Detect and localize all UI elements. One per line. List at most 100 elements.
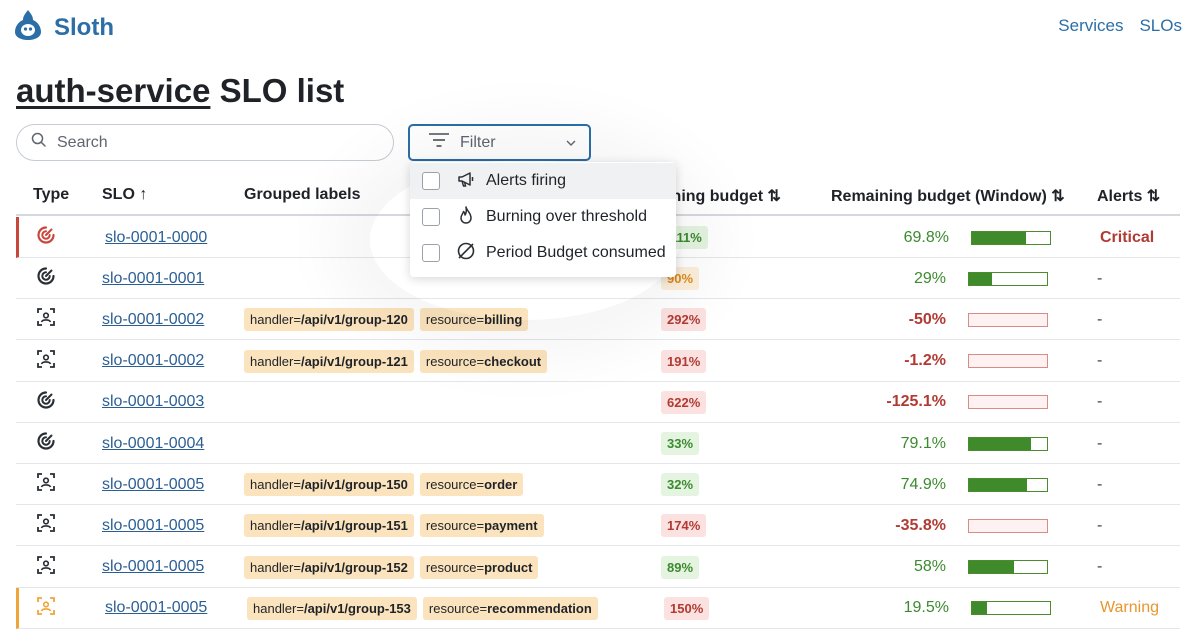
alert-status: -	[1097, 475, 1103, 493]
grouped-labels-cell: handler=/api/v1/group-121 resource=checko…	[244, 341, 548, 382]
table-row[interactable]: slo-0001-0002 handler=/api/v1/group-121 re…	[16, 341, 1180, 382]
search-input[interactable]	[57, 133, 357, 152]
table-row[interactable]: slo-0001-0003 622% -125.1% -	[16, 382, 1180, 423]
burning-budget-badge: 150%	[664, 596, 710, 620]
grouped-label-tag: handler=/api/v1/group-120	[244, 308, 414, 332]
header-slo-sort[interactable]: SLO ↑	[102, 186, 148, 203]
table-row[interactable]: slo-0001-0005 handler=/api/v1/group-151 re…	[16, 505, 1180, 547]
alert-status: Warning	[1100, 599, 1159, 617]
burning-threshold-checkbox[interactable]	[422, 208, 440, 226]
label-value: product	[484, 559, 533, 575]
brand[interactable]: Sloth	[14, 9, 114, 46]
scan-icon	[36, 513, 56, 538]
remaining-budget-fill	[969, 272, 992, 285]
alert-status: -	[1097, 558, 1103, 576]
table-row[interactable]: slo-0001-0002 handler=/api/v1/group-120 re…	[16, 299, 1180, 341]
grouped-labels-cell: handler=/api/v1/group-153 resource=recomm…	[247, 588, 598, 629]
table-row[interactable]: slo-0001-0004 33% 79.1% -	[16, 423, 1180, 464]
slo-cell: slo-0001-0000	[105, 217, 207, 258]
label-value: /api/v1/group-121	[300, 353, 408, 369]
label-key: handler=	[250, 559, 301, 575]
table-row[interactable]: slo-0001-0005 handler=/api/v1/group-150 re…	[16, 464, 1180, 506]
slo-link[interactable]: slo-0001-0000	[105, 228, 208, 246]
table-row[interactable]: slo-0001-0005 handler=/api/v1/group-153 re…	[16, 587, 1180, 629]
slo-link[interactable]: slo-0001-0001	[102, 269, 205, 287]
table-row[interactable]: slo-0001-0005 handler=/api/v1/group-152 re…	[16, 547, 1180, 588]
header-remaining-budget-sort[interactable]: Remaining budget (Window) ⇅	[831, 188, 1065, 205]
filter-select[interactable]: Filter	[408, 124, 591, 161]
burning-budget-cell: 89%	[661, 547, 700, 588]
search-box[interactable]	[16, 124, 394, 161]
gauge-icon	[36, 390, 56, 415]
gauge-icon	[36, 225, 56, 250]
burning-budget-badge: 174%	[661, 514, 707, 538]
header-burning-budget-sort[interactable]: Burning budget ⇅	[644, 188, 781, 205]
burning-budget-badge: 292%	[661, 308, 707, 332]
burning-budget-cell: 174%	[661, 505, 707, 546]
type-cell	[36, 217, 56, 258]
slo-link[interactable]: slo-0001-0002	[102, 310, 205, 328]
label-value: payment	[484, 518, 538, 534]
label-key: handler=	[250, 477, 301, 493]
type-cell	[36, 258, 56, 299]
remaining-budget-bar	[968, 477, 1048, 492]
label-value: /api/v1/group-151	[300, 518, 408, 534]
label-value: checkout	[484, 353, 542, 369]
grouped-label-tag: resource=payment	[419, 514, 544, 538]
nav-services-link[interactable]: Services	[1058, 16, 1124, 35]
filter-option-alerts-firing[interactable]: Alerts firing	[410, 163, 676, 199]
burning-budget-badge: 89%	[661, 555, 700, 579]
burning-budget-badge: 622%	[661, 390, 707, 414]
table-row[interactable]: slo-0001-0001 90% 29% -	[16, 258, 1180, 300]
remaining-budget-value: 74.9%	[900, 475, 946, 493]
sloth-logo-icon	[14, 9, 42, 46]
alert-status: -	[1097, 310, 1103, 328]
remaining-budget-fill	[972, 602, 988, 615]
empty-set-icon	[456, 241, 476, 266]
service-name-link[interactable]: auth-service	[16, 72, 211, 109]
filter-lines-icon	[428, 131, 450, 154]
header-type: Type	[33, 186, 70, 203]
remaining-budget-value: -50%	[908, 310, 946, 328]
slo-cell: slo-0001-0005	[102, 464, 204, 505]
type-cell	[36, 588, 56, 629]
search-icon	[31, 132, 47, 153]
grouped-label-tag: handler=/api/v1/group-151	[244, 514, 414, 538]
label-key: resource=	[425, 312, 485, 328]
slo-link[interactable]: slo-0001-0005	[105, 599, 208, 617]
budget-bar-cell	[968, 423, 1048, 464]
slo-link[interactable]: slo-0001-0005	[102, 475, 205, 493]
alerts-firing-checkbox[interactable]	[422, 172, 440, 190]
remaining-budget-fill	[969, 478, 1028, 491]
scan-icon	[36, 349, 56, 374]
label-value: /api/v1/group-120	[300, 312, 408, 328]
header-alerts-sort[interactable]: Alerts ⇅	[1097, 188, 1161, 205]
label-value: /api/v1/group-153	[303, 600, 411, 616]
slo-link[interactable]: slo-0001-0003	[102, 393, 205, 411]
type-cell	[36, 423, 56, 464]
budget-bar-cell	[968, 299, 1048, 340]
nav-slos-link[interactable]: SLOs	[1139, 16, 1182, 35]
remaining-budget-value: 29%	[913, 269, 946, 287]
type-cell	[36, 464, 56, 505]
grouped-labels-cell: handler=/api/v1/group-151 resource=paymen…	[244, 505, 544, 546]
filter-option-burning-over-threshold[interactable]: Burning over threshold	[410, 199, 676, 235]
burning-budget-cell: 32%	[661, 464, 700, 505]
slo-link[interactable]: slo-0001-0005	[102, 516, 205, 534]
budget-bar-cell	[971, 588, 1051, 629]
label-value: /api/v1/group-152	[300, 559, 408, 575]
filter-option-period-budget-consumed[interactable]: Period Budget consumed	[410, 235, 676, 271]
option-label: Period Budget consumed	[486, 244, 666, 261]
scan-icon	[36, 596, 56, 621]
label-key: resource=	[425, 559, 485, 575]
slo-link[interactable]: slo-0001-0004	[102, 434, 205, 452]
alert-status: -	[1097, 434, 1103, 452]
filter-label: Filter	[460, 133, 496, 151]
type-cell	[36, 547, 56, 588]
remaining-budget-bar	[968, 436, 1048, 451]
slo-link[interactable]: slo-0001-0002	[102, 352, 205, 370]
budget-bar-cell	[968, 382, 1048, 423]
scan-icon	[36, 472, 56, 497]
slo-link[interactable]: slo-0001-0005	[102, 558, 205, 576]
budget-consumed-checkbox[interactable]	[422, 244, 440, 262]
